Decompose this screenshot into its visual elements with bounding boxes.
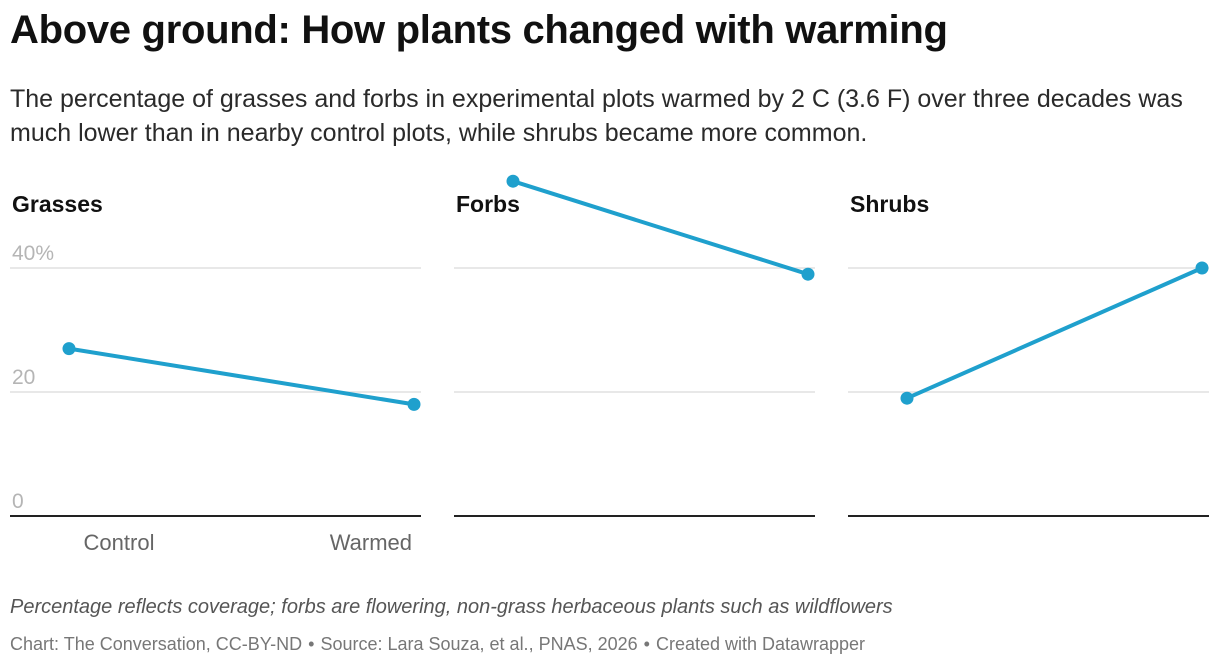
byline-separator: •: [643, 634, 650, 654]
panel-forbs: Forbs: [454, 174, 815, 517]
x-tick-label: Warmed: [330, 530, 412, 555]
data-point-warmed: [801, 267, 815, 281]
byline-created-with: Created with Datawrapper: [655, 634, 866, 654]
chart-subtitle: The percentage of grasses and forbs in e…: [10, 85, 1183, 147]
panel-title: Shrubs: [850, 191, 929, 217]
panel-shrubs: Shrubs: [848, 191, 1209, 517]
data-point-warmed: [407, 397, 421, 411]
y-tick-label: 0: [12, 490, 24, 513]
panel-grasses: Grasses 0 20 40% Control Warmed: [10, 191, 421, 555]
series-line: [67, 346, 416, 407]
panel-title: Grasses: [12, 191, 103, 217]
data-point-control: [62, 342, 76, 356]
data-point-control: [506, 174, 520, 188]
x-tick-label: Control: [84, 530, 155, 555]
y-tick-label: 20: [12, 366, 35, 389]
series-line: [511, 179, 810, 277]
byline-separator: •: [308, 634, 315, 654]
chart-notes: Percentage reflects coverage; forbs are …: [10, 596, 893, 618]
data-point-warmed: [1195, 261, 1209, 275]
byline-chart-credit: Chart: The Conversation, CC-BY-ND: [10, 634, 303, 654]
y-tick-label: 40%: [12, 242, 54, 265]
chart-title: Above ground: How plants changed with wa…: [10, 8, 948, 52]
series-line: [905, 266, 1204, 401]
byline-source: Source: Lara Souza, et al., PNAS, 2026: [320, 634, 638, 654]
panel-title: Forbs: [456, 191, 520, 217]
chart-byline: Chart: The Conversation, CC-BY-ND • Source…: [10, 634, 865, 655]
data-point-control: [900, 391, 914, 405]
